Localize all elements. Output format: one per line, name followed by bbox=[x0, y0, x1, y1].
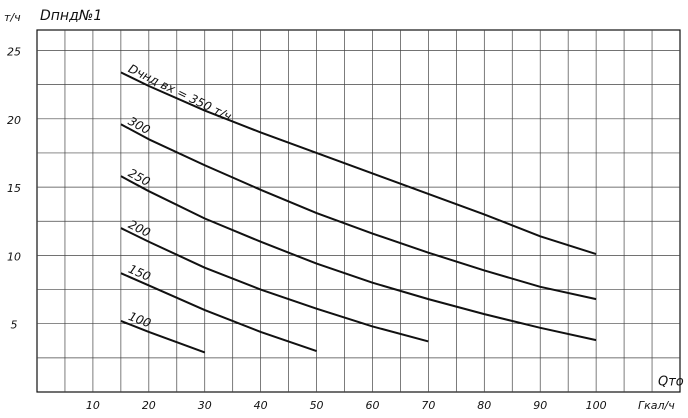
series-line bbox=[120, 71, 597, 255]
series-line bbox=[120, 272, 317, 352]
series-line bbox=[120, 227, 429, 343]
y-tick-label: 20 bbox=[7, 114, 21, 127]
x-tick-label: 80 bbox=[477, 399, 491, 412]
x-axis-unit: Гкал/ч bbox=[638, 399, 675, 412]
series-line bbox=[120, 320, 206, 354]
x-tick-label: 20 bbox=[142, 399, 156, 412]
y-tick-label: 10 bbox=[7, 250, 21, 263]
x-tick-label: 70 bbox=[421, 399, 435, 412]
series-label: Dчнд вх = 350 т/ч bbox=[126, 62, 234, 124]
x-tick-label: 40 bbox=[254, 399, 268, 412]
x-axis-label: Qто bbox=[658, 375, 684, 390]
x-tick-label: 30 bbox=[198, 399, 212, 412]
y-tick-label: 15 bbox=[7, 182, 21, 195]
x-tick-label: 90 bbox=[533, 399, 547, 412]
y-tick-label: 25 bbox=[7, 45, 21, 58]
x-tick-label: 10 bbox=[86, 399, 100, 412]
x-tick-label: 100 bbox=[586, 399, 607, 412]
y-tick-label: 5 bbox=[11, 319, 18, 332]
series-line bbox=[120, 175, 597, 342]
y-axis-label: т/ч bbox=[4, 11, 21, 24]
plot-frame bbox=[36, 29, 681, 393]
chart-title: Dпнд№1 bbox=[40, 8, 102, 24]
series-line bbox=[120, 123, 597, 301]
x-tick-label: 50 bbox=[310, 399, 324, 412]
x-tick-label: 60 bbox=[365, 399, 379, 412]
